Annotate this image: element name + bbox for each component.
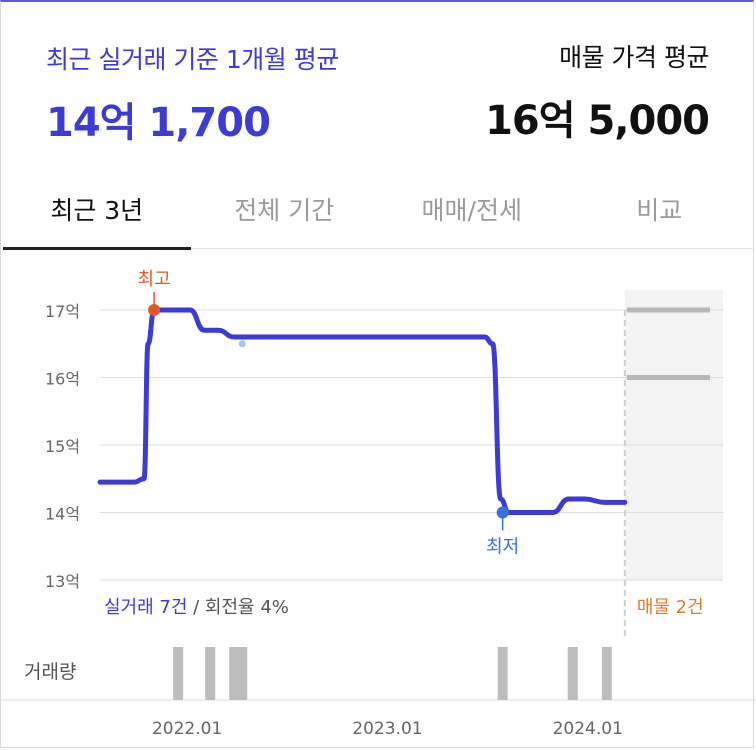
x-tick-label: 2022.01 <box>152 719 222 739</box>
listing-price-label: 매물 가격 평균 <box>559 43 709 72</box>
x-tick-label: 2023.01 <box>352 719 422 739</box>
volume-bar <box>229 647 240 700</box>
period-tabs: 최근 3년 전체 기간 매매/전세 비교 <box>3 170 753 250</box>
tab-all-period[interactable]: 전체 기간 <box>234 196 335 225</box>
y-tick-label: 17억 <box>45 302 80 321</box>
volume-bar <box>567 647 578 700</box>
tab-compare[interactable]: 비교 <box>636 196 683 225</box>
volume-label: 거래량 <box>24 661 76 683</box>
volume-bar <box>497 647 508 700</box>
x-tick-label: 2024.01 <box>553 719 623 739</box>
listing-region <box>624 290 723 580</box>
y-tick-label: 15억 <box>45 437 80 456</box>
y-tick-label: 13억 <box>45 572 80 591</box>
recent-price-value: 14억 1,700 <box>46 100 271 146</box>
low-point <box>496 506 509 519</box>
listing-price-block: 매물 가격 평균 16억 5,000 <box>485 38 710 146</box>
data-point-marker <box>238 340 246 348</box>
trade-count: 실거래 7건 <box>104 597 187 618</box>
y-tick-label: 14억 <box>45 505 80 524</box>
listing-price-value: 16억 5,000 <box>485 98 710 144</box>
listing-count: 매물 2건 <box>637 597 704 618</box>
volume-bar <box>205 647 216 700</box>
recent-price-label: 최근 실거래 기준 1개월 평균 <box>46 45 339 74</box>
volume-bar <box>237 647 248 700</box>
high-point <box>148 304 161 316</box>
low-label: 최저 <box>486 537 519 558</box>
tab-sale-jeonse[interactable]: 매매/전세 <box>421 196 522 225</box>
high-label: 최고 <box>138 269 171 290</box>
trade-summary: 실거래 7건 / 회전율 4% <box>104 597 289 618</box>
price-line <box>97 307 628 516</box>
turnover-rate: / 회전율 4% <box>187 597 288 618</box>
y-tick-label: 16억 <box>45 370 80 389</box>
volume-bar <box>601 647 612 700</box>
recent-price-block: 최근 실거래 기준 1개월 평균 14억 1,700 <box>46 40 339 148</box>
volume-bar <box>173 647 184 700</box>
tab-recent-3y[interactable]: 최근 3년 <box>3 170 191 250</box>
